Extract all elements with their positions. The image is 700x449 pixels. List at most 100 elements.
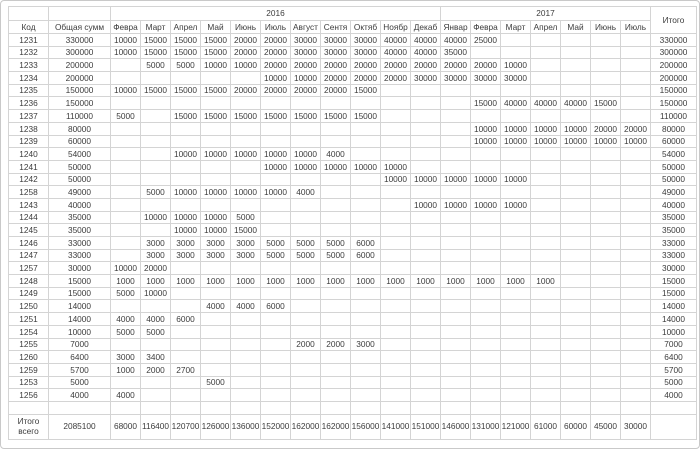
month-cell[interactable]	[620, 350, 651, 364]
month-column-header[interactable]: Май	[560, 20, 591, 34]
month-cell[interactable]: 5000	[260, 248, 291, 263]
itogo-cell[interactable]: 54000	[650, 147, 697, 161]
month-cell[interactable]	[470, 147, 501, 161]
month-cell[interactable]	[410, 236, 441, 250]
month-cell[interactable]	[230, 375, 261, 390]
month-cell[interactable]: 20000	[440, 58, 471, 73]
month-cell[interactable]: 5000	[140, 324, 171, 339]
month-cell[interactable]	[320, 261, 351, 276]
total-cell[interactable]: 110000	[48, 109, 111, 123]
month-cell[interactable]	[590, 185, 621, 199]
month-cell[interactable]	[410, 388, 441, 402]
month-cell[interactable]: 20000	[140, 261, 171, 276]
month-cell[interactable]: 1000	[110, 274, 141, 288]
month-cell[interactable]	[560, 248, 591, 263]
empty-cell[interactable]	[200, 400, 231, 415]
month-cell[interactable]	[590, 248, 621, 263]
month-cell[interactable]: 15000	[170, 83, 201, 98]
month-cell[interactable]	[200, 324, 231, 339]
month-cell[interactable]	[590, 71, 621, 85]
month-cell[interactable]	[410, 375, 441, 390]
month-total-cell[interactable]: 141000	[380, 413, 411, 440]
month-cell[interactable]	[590, 286, 621, 301]
empty-cell[interactable]	[350, 400, 381, 415]
month-cell[interactable]: 10000	[260, 147, 291, 161]
empty-cell[interactable]	[380, 400, 411, 415]
month-cell[interactable]	[380, 223, 411, 237]
month-cell[interactable]: 1000	[320, 274, 351, 288]
month-cell[interactable]	[170, 134, 201, 149]
month-cell[interactable]	[620, 109, 651, 123]
month-cell[interactable]	[440, 223, 471, 237]
itogo-cell[interactable]: 330000	[650, 33, 697, 47]
month-cell[interactable]	[320, 286, 351, 301]
month-cell[interactable]	[410, 362, 441, 377]
month-cell[interactable]	[230, 350, 261, 364]
month-cell[interactable]: 4000	[200, 299, 231, 314]
empty-cell[interactable]	[230, 400, 261, 415]
month-cell[interactable]: 1000	[170, 274, 201, 288]
month-total-cell[interactable]: 126000	[200, 413, 231, 440]
itogo-cell[interactable]: 150000	[650, 96, 697, 111]
code-cell[interactable]: 1254	[8, 324, 49, 339]
month-cell[interactable]: 10000	[200, 210, 231, 225]
year-header-2016[interactable]: 2016	[110, 6, 441, 21]
month-cell[interactable]: 10000	[500, 58, 531, 73]
itogo-cell[interactable]: 10000	[650, 324, 697, 339]
month-cell[interactable]	[410, 248, 441, 263]
month-cell[interactable]	[440, 159, 471, 174]
month-cell[interactable]	[560, 261, 591, 276]
month-cell[interactable]: 1000	[230, 274, 261, 288]
month-cell[interactable]: 15000	[230, 223, 261, 237]
month-cell[interactable]	[590, 147, 621, 161]
month-cell[interactable]: 20000	[350, 71, 381, 85]
month-cell[interactable]	[590, 350, 621, 364]
month-cell[interactable]	[560, 350, 591, 364]
month-cell[interactable]	[440, 324, 471, 339]
month-cell[interactable]	[110, 248, 141, 263]
month-cell[interactable]	[170, 324, 201, 339]
month-cell[interactable]	[110, 210, 141, 225]
month-cell[interactable]	[590, 58, 621, 73]
month-cell[interactable]	[590, 223, 621, 237]
itogo-cell[interactable]: 150000	[650, 83, 697, 98]
empty-cell[interactable]	[320, 400, 351, 415]
month-cell[interactable]: 35000	[440, 45, 471, 60]
month-cell[interactable]	[260, 96, 291, 111]
month-column-header[interactable]: Март	[140, 20, 171, 34]
month-cell[interactable]	[350, 172, 381, 187]
month-cell[interactable]	[620, 71, 651, 85]
month-cell[interactable]: 10000	[620, 134, 651, 149]
month-cell[interactable]	[470, 236, 501, 250]
month-cell[interactable]	[410, 350, 441, 364]
itogo-cell[interactable]: 4000	[650, 388, 697, 402]
month-cell[interactable]	[320, 134, 351, 149]
month-cell[interactable]: 4000	[290, 185, 321, 199]
month-cell[interactable]: 30000	[350, 33, 381, 47]
month-cell[interactable]	[440, 236, 471, 250]
month-cell[interactable]	[530, 299, 561, 314]
month-cell[interactable]	[470, 375, 501, 390]
month-column-header[interactable]: Июль	[620, 20, 651, 34]
total-cell[interactable]: 80000	[48, 121, 111, 136]
month-cell[interactable]	[560, 172, 591, 187]
month-cell[interactable]	[590, 210, 621, 225]
month-cell[interactable]	[140, 121, 171, 136]
month-cell[interactable]: 20000	[230, 83, 261, 98]
code-cell[interactable]: 1243	[8, 197, 49, 212]
total-cell[interactable]: 49000	[48, 185, 111, 199]
month-cell[interactable]	[500, 159, 531, 174]
month-cell[interactable]	[500, 185, 531, 199]
month-cell[interactable]	[320, 210, 351, 225]
month-cell[interactable]	[260, 197, 291, 212]
month-cell[interactable]	[350, 197, 381, 212]
month-cell[interactable]	[380, 185, 411, 199]
month-cell[interactable]	[320, 185, 351, 199]
month-cell[interactable]	[230, 197, 261, 212]
month-cell[interactable]	[560, 185, 591, 199]
month-cell[interactable]	[590, 362, 621, 377]
month-total-cell[interactable]: 162000	[290, 413, 321, 440]
month-cell[interactable]: 2000	[290, 337, 321, 352]
month-cell[interactable]: 40000	[500, 96, 531, 111]
month-cell[interactable]	[320, 312, 351, 326]
